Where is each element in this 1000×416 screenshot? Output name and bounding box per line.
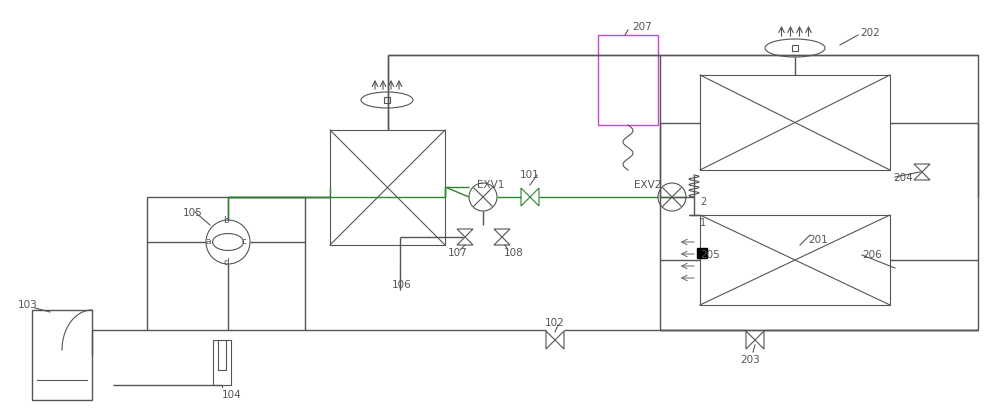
Text: 108: 108 bbox=[504, 248, 524, 258]
Bar bbox=[384, 97, 390, 103]
Text: d: d bbox=[223, 258, 229, 267]
Text: 203: 203 bbox=[740, 355, 760, 365]
Text: 1: 1 bbox=[700, 218, 706, 228]
Bar bbox=[598, 35, 658, 125]
Bar bbox=[660, 55, 978, 330]
Text: EXV1: EXV1 bbox=[477, 180, 504, 190]
Bar bbox=[330, 130, 445, 245]
Text: 2: 2 bbox=[700, 197, 706, 207]
Text: 201: 201 bbox=[808, 235, 828, 245]
Bar bbox=[700, 215, 890, 305]
Text: 202: 202 bbox=[860, 28, 880, 38]
Text: 102: 102 bbox=[545, 318, 565, 328]
Text: 207: 207 bbox=[632, 22, 652, 32]
Text: 206: 206 bbox=[862, 250, 882, 260]
Text: 103: 103 bbox=[18, 300, 38, 310]
Text: b: b bbox=[223, 216, 229, 225]
Text: 106: 106 bbox=[392, 280, 412, 290]
Text: 105: 105 bbox=[183, 208, 203, 218]
Text: c: c bbox=[242, 237, 247, 246]
Text: 205: 205 bbox=[700, 250, 720, 260]
Text: 107: 107 bbox=[448, 248, 468, 258]
Bar bbox=[792, 45, 798, 51]
Bar bbox=[147, 197, 305, 330]
Bar bbox=[32, 310, 92, 400]
Text: 101: 101 bbox=[520, 170, 540, 180]
Text: 204: 204 bbox=[893, 173, 913, 183]
Text: EXV2: EXV2 bbox=[634, 180, 661, 190]
Polygon shape bbox=[697, 248, 707, 258]
Bar bbox=[213, 340, 231, 385]
Bar bbox=[700, 75, 890, 170]
Text: 104: 104 bbox=[222, 390, 242, 400]
Text: a: a bbox=[206, 237, 212, 246]
